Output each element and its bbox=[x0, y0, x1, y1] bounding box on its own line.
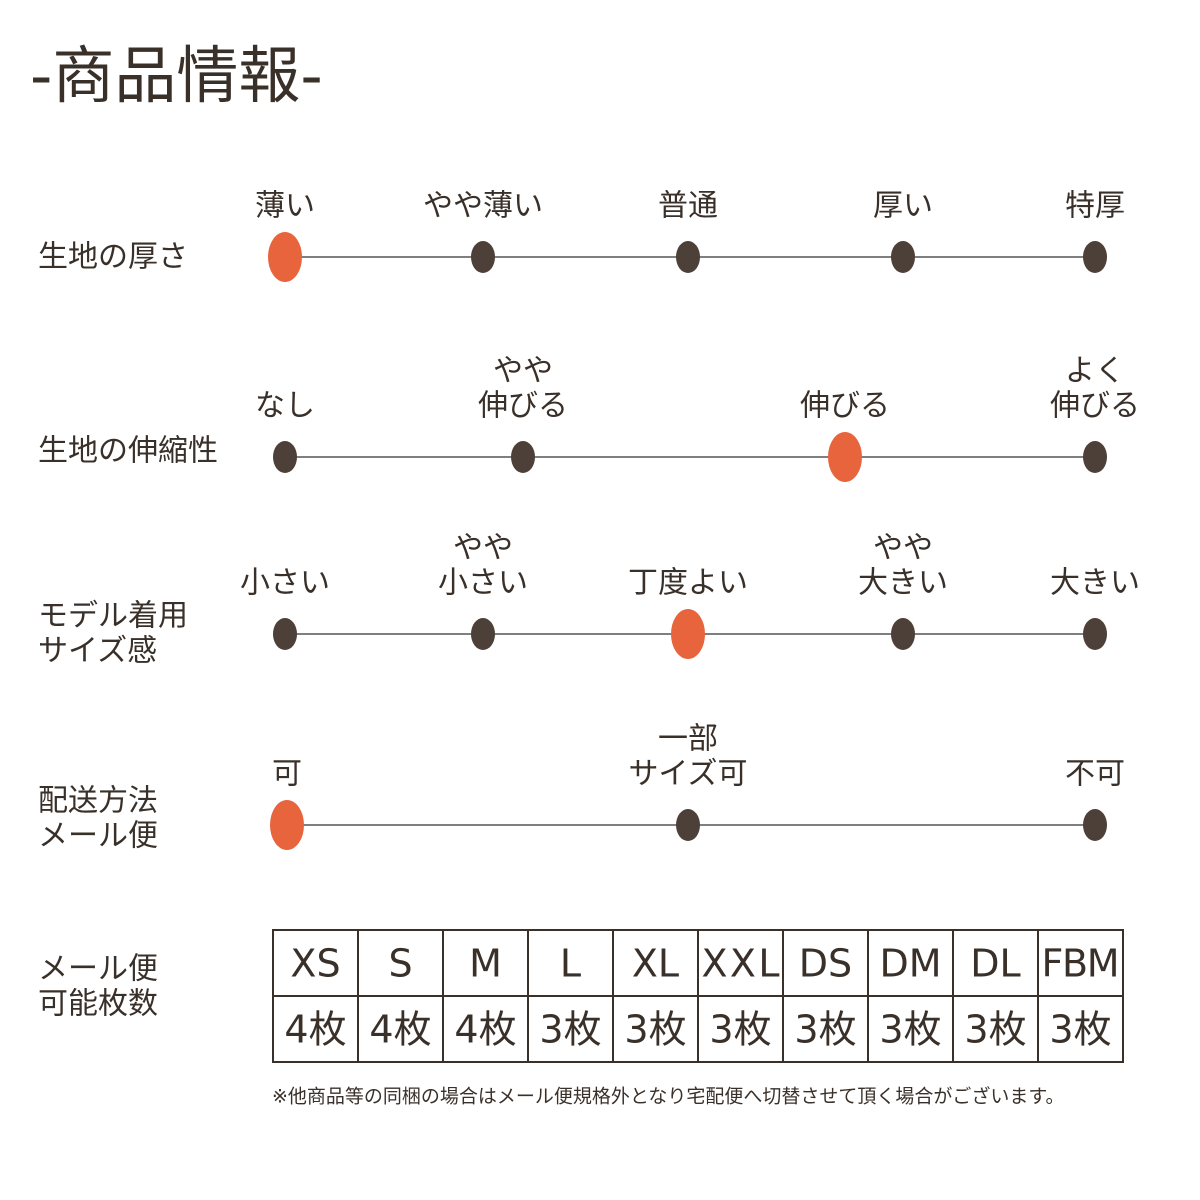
option-dot bbox=[891, 241, 915, 273]
option-dot bbox=[1083, 809, 1107, 841]
size-count: 3枚 bbox=[964, 1008, 1026, 1052]
size-header: S bbox=[388, 942, 412, 986]
option-label: 伸びる bbox=[478, 389, 568, 424]
option-dot bbox=[676, 241, 700, 273]
row-label: 生地の伸縮性 bbox=[38, 434, 218, 469]
size-count: 3枚 bbox=[539, 1008, 601, 1052]
size-count: 3枚 bbox=[624, 1008, 686, 1052]
size-count: 3枚 bbox=[879, 1008, 941, 1052]
option-dot bbox=[676, 809, 700, 841]
size-count: 4枚 bbox=[369, 1008, 431, 1052]
option-label: 厚い bbox=[873, 189, 933, 224]
size-header: DS bbox=[799, 942, 852, 986]
row-label: サイズ感 bbox=[38, 634, 157, 669]
option-label: よく bbox=[1065, 354, 1125, 389]
row-label: 生地の厚さ bbox=[38, 240, 188, 275]
size-header: XXL bbox=[702, 942, 780, 986]
option-label: なし bbox=[255, 389, 315, 424]
size-header: XL bbox=[632, 942, 679, 986]
selected-dot bbox=[270, 800, 304, 850]
option-label: 薄い bbox=[255, 189, 315, 224]
option-label: 可 bbox=[272, 757, 302, 792]
option-label: やや bbox=[873, 531, 933, 566]
size-header: DL bbox=[970, 942, 1020, 986]
size-count: 4枚 bbox=[454, 1008, 516, 1052]
size-count: 3枚 bbox=[709, 1008, 771, 1052]
option-dot bbox=[273, 441, 297, 473]
option-label: 大きい bbox=[1050, 566, 1140, 601]
selected-dot bbox=[828, 432, 862, 482]
option-label: 普通 bbox=[658, 189, 718, 224]
size-header: XS bbox=[290, 942, 340, 986]
option-label: やや bbox=[453, 531, 513, 566]
option-dot bbox=[273, 618, 297, 650]
option-label: 小さい bbox=[240, 566, 330, 601]
size-count: 3枚 bbox=[1049, 1008, 1111, 1052]
option-label: やや bbox=[493, 354, 553, 389]
option-label: やや薄い bbox=[423, 189, 543, 224]
row-label: モデル着用 bbox=[38, 599, 188, 634]
option-dot bbox=[471, 618, 495, 650]
option-label: 不可 bbox=[1065, 757, 1125, 792]
option-label: サイズ可 bbox=[628, 757, 747, 792]
option-dot bbox=[471, 241, 495, 273]
option-label: 特厚 bbox=[1065, 189, 1125, 224]
row-label: 配送方法 bbox=[38, 784, 158, 819]
option-label: 丁度よい bbox=[628, 566, 748, 601]
table-label: メール便 bbox=[38, 952, 158, 987]
option-dot bbox=[511, 441, 535, 473]
option-label: 伸びる bbox=[800, 389, 890, 424]
option-dot bbox=[1083, 618, 1107, 650]
size-header: FBM bbox=[1042, 942, 1120, 986]
size-header: L bbox=[560, 942, 581, 986]
option-label: 伸びる bbox=[1050, 389, 1140, 424]
size-count: 3枚 bbox=[794, 1008, 856, 1052]
option-label: 一部 bbox=[658, 722, 718, 757]
option-label: 大きい bbox=[858, 566, 948, 601]
selected-dot bbox=[671, 609, 705, 659]
option-dot bbox=[1083, 441, 1107, 473]
footnote: ※他商品等の同梱の場合はメール便規格外となり宅配便へ切替させて頂く場合がございま… bbox=[272, 1085, 1064, 1108]
row-label: メール便 bbox=[38, 819, 158, 854]
size-count: 4枚 bbox=[284, 1008, 346, 1052]
option-label: 小さい bbox=[438, 566, 528, 601]
table-label: 可能枚数 bbox=[38, 987, 158, 1022]
size-header: M bbox=[469, 942, 502, 986]
option-dot bbox=[891, 618, 915, 650]
option-dot bbox=[1083, 241, 1107, 273]
size-header: DM bbox=[879, 942, 941, 986]
page-title: -商品情報- bbox=[30, 39, 323, 112]
selected-dot bbox=[268, 232, 302, 282]
